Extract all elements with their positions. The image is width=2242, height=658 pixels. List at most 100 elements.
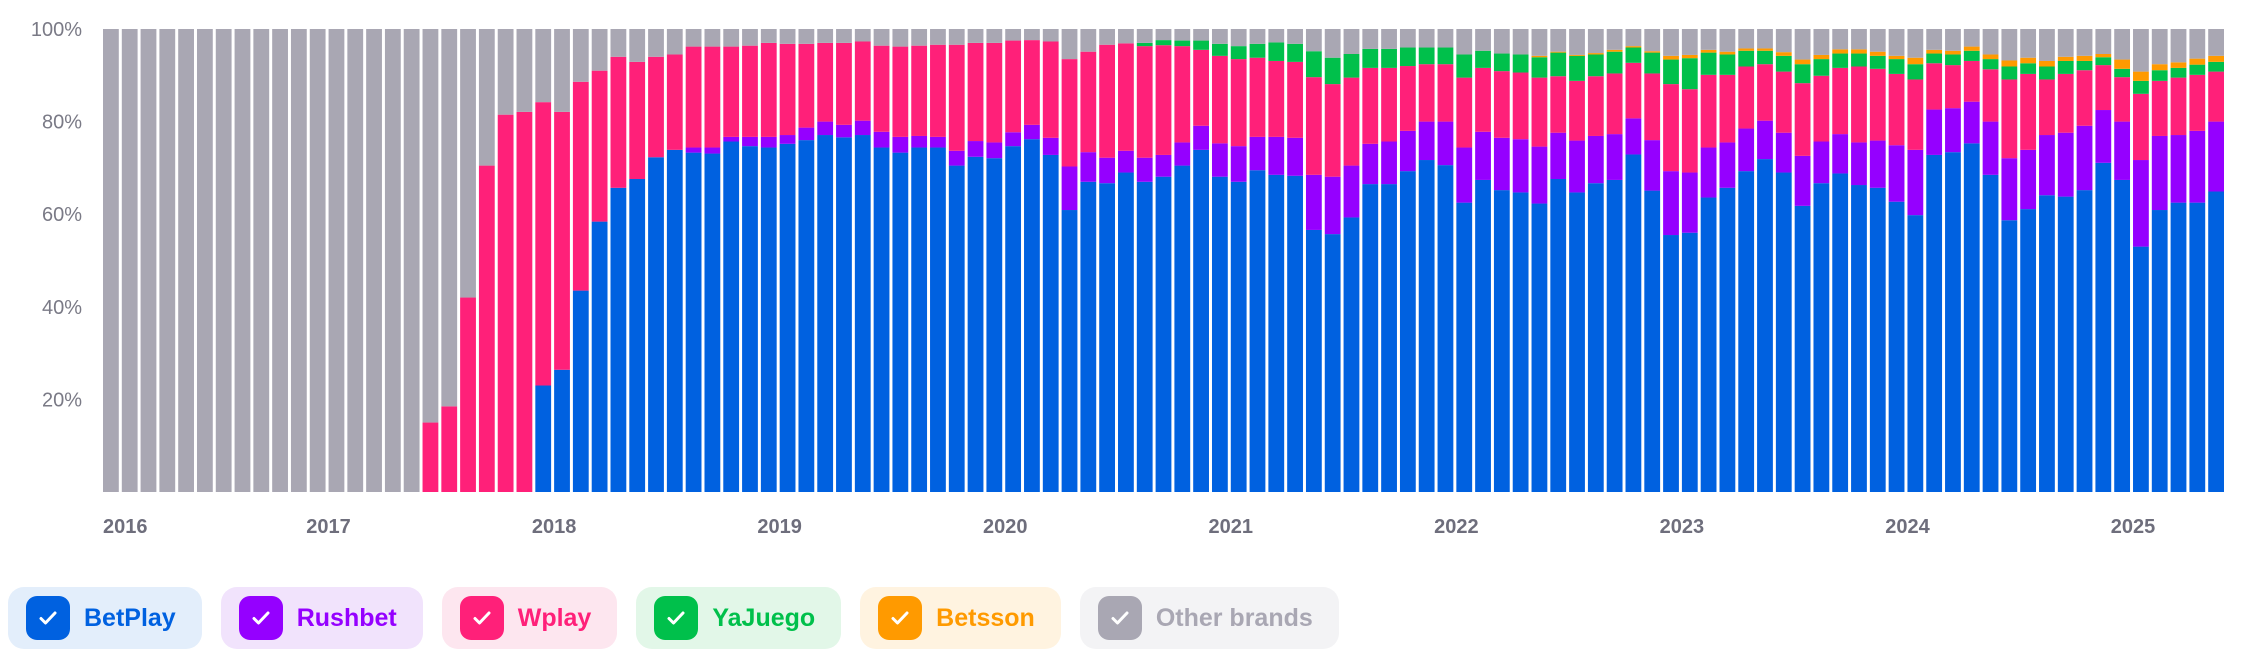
bar-column[interactable] [1418, 29, 1435, 492]
bar-column[interactable] [1888, 29, 1905, 492]
legend-toggle-yajuego[interactable]: YaJuego [636, 587, 842, 649]
bar-column[interactable] [760, 29, 777, 492]
bar-column[interactable] [742, 29, 758, 492]
bar-column[interactable] [1681, 29, 1698, 492]
bar-column[interactable] [1493, 29, 1510, 492]
bar-column[interactable] [2020, 29, 2037, 493]
bar-column[interactable] [1249, 29, 1266, 492]
bar-column[interactable] [121, 29, 138, 492]
bar-column[interactable] [1719, 29, 1736, 492]
bar-column[interactable] [1606, 29, 1623, 492]
bar-column[interactable] [911, 29, 928, 492]
bar-column[interactable] [1287, 29, 1303, 492]
bar-column[interactable] [1569, 29, 1585, 492]
bar-column[interactable] [1851, 29, 1867, 492]
bar-column[interactable] [779, 29, 796, 492]
bar-column[interactable] [253, 29, 270, 492]
bar-column[interactable] [2208, 29, 2224, 492]
bar-column[interactable] [422, 29, 439, 492]
bar-column[interactable] [986, 29, 1003, 492]
bar-column[interactable] [272, 29, 288, 492]
bar-column[interactable] [1982, 29, 1999, 492]
bar-column[interactable] [1587, 29, 1604, 492]
bar-column[interactable] [1099, 29, 1116, 492]
bar-column[interactable] [1155, 29, 1172, 492]
bar-column[interactable] [478, 29, 495, 492]
bar-column[interactable] [591, 29, 608, 493]
bar-column[interactable] [817, 29, 834, 492]
bar-column[interactable] [610, 29, 627, 492]
bar-column[interactable] [497, 29, 514, 492]
bar-column[interactable] [2039, 29, 2055, 492]
bar-column[interactable] [1644, 29, 1661, 492]
bar-column[interactable] [648, 29, 664, 492]
bar-column[interactable] [1738, 29, 1755, 492]
checkbox-checked-icon[interactable] [654, 596, 699, 640]
bar-column[interactable] [798, 29, 815, 492]
bar-column[interactable] [854, 29, 871, 492]
checkbox-checked-icon[interactable] [1097, 596, 1142, 640]
bar-column[interactable] [1775, 29, 1792, 492]
bar-column[interactable] [1437, 29, 1454, 492]
bar-column[interactable] [1343, 29, 1360, 492]
bar-column[interactable] [1757, 29, 1773, 492]
bar-column[interactable] [1945, 29, 1961, 492]
checkbox-checked-icon[interactable] [26, 596, 70, 640]
bar-column[interactable] [685, 29, 702, 492]
checkbox-checked-icon[interactable] [238, 596, 283, 640]
bar-column[interactable] [2189, 29, 2206, 493]
bar-column[interactable] [1080, 29, 1097, 493]
bar-column[interactable] [178, 29, 194, 492]
bar-column[interactable] [1362, 29, 1379, 492]
bar-column[interactable] [1399, 29, 1416, 492]
bar-column[interactable] [967, 29, 984, 493]
bar-column[interactable] [384, 29, 401, 492]
bar-column[interactable] [930, 29, 946, 492]
bar-column[interactable] [629, 29, 646, 492]
bar-column[interactable] [2151, 29, 2168, 492]
bar-column[interactable] [1531, 29, 1548, 493]
bar-column[interactable] [347, 29, 364, 492]
bar-column[interactable] [836, 29, 852, 492]
bar-column[interactable] [1324, 29, 1341, 493]
bar-column[interactable] [140, 29, 157, 492]
bar-column[interactable] [1118, 29, 1134, 492]
bar-column[interactable] [2001, 29, 2018, 492]
bar-column[interactable] [460, 29, 476, 492]
bar-column[interactable] [572, 29, 589, 492]
bar-column[interactable] [1193, 29, 1209, 492]
bar-column[interactable] [403, 29, 420, 492]
bar-column[interactable] [1230, 29, 1247, 493]
bar-column[interactable] [1663, 29, 1679, 492]
legend-toggle-rushbet[interactable]: Rushbet [220, 587, 423, 649]
bar-column[interactable] [1042, 29, 1059, 492]
bar-column[interactable] [1268, 29, 1285, 492]
bar-column[interactable] [704, 29, 721, 493]
bar-column[interactable] [103, 29, 119, 492]
bar-column[interactable] [1005, 29, 1022, 492]
bar-column[interactable] [290, 29, 307, 492]
bar-column[interactable] [441, 29, 458, 492]
bar-column[interactable] [1174, 29, 1191, 492]
bar-column[interactable] [1869, 29, 1886, 492]
legend-toggle-other-brands[interactable]: Other brands [1079, 587, 1339, 649]
bar-column[interactable] [2095, 29, 2112, 492]
bar-column[interactable] [1963, 29, 1980, 493]
bar-column[interactable] [1700, 29, 1717, 492]
bar-column[interactable] [2114, 29, 2131, 492]
bar-column[interactable] [723, 29, 740, 492]
bar-column[interactable] [1832, 29, 1849, 492]
bar-column[interactable] [2170, 29, 2187, 493]
legend-toggle-betplay[interactable]: BetPlay [8, 587, 202, 649]
bar-column[interactable] [1813, 29, 1830, 492]
bar-column[interactable] [1381, 29, 1397, 492]
bar-column[interactable] [892, 29, 909, 492]
bar-column[interactable] [1625, 29, 1642, 492]
bar-column[interactable] [234, 29, 251, 492]
legend-toggle-wplay[interactable]: Wplay [441, 587, 618, 649]
bar-column[interactable] [535, 29, 552, 492]
bar-column[interactable] [1926, 29, 1943, 492]
bar-column[interactable] [1456, 29, 1473, 493]
bar-column[interactable] [1211, 29, 1228, 492]
bar-column[interactable] [1794, 29, 1811, 492]
